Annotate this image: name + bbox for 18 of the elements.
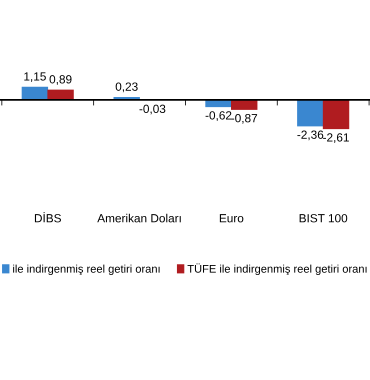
data-label: -2,36 bbox=[297, 130, 324, 140]
x-tick-label: Amerikan Doları bbox=[97, 214, 181, 222]
x-tick-label: Euro bbox=[220, 214, 244, 222]
data-label: 0,89 bbox=[50, 75, 72, 85]
bar bbox=[297, 100, 324, 126]
data-label: -0,03 bbox=[139, 104, 166, 114]
data-label: -0,62 bbox=[206, 111, 232, 121]
data-label: -2,61 bbox=[323, 133, 349, 144]
data-label: 1,15 bbox=[24, 72, 46, 82]
data-label: -0,87 bbox=[231, 114, 258, 124]
bar bbox=[231, 100, 258, 110]
legend-label: TÜFE ile indirgenmiş reel getiri oranı bbox=[188, 263, 367, 275]
x-tick-label: BIST 100 bbox=[300, 214, 348, 222]
legend-label: ile indirgenmiş reel getiri oranı bbox=[13, 264, 160, 275]
x-tick-label: DİBS bbox=[34, 212, 61, 222]
bar bbox=[47, 90, 74, 100]
data-label: 0,23 bbox=[116, 82, 138, 92]
bar bbox=[322, 100, 350, 130]
